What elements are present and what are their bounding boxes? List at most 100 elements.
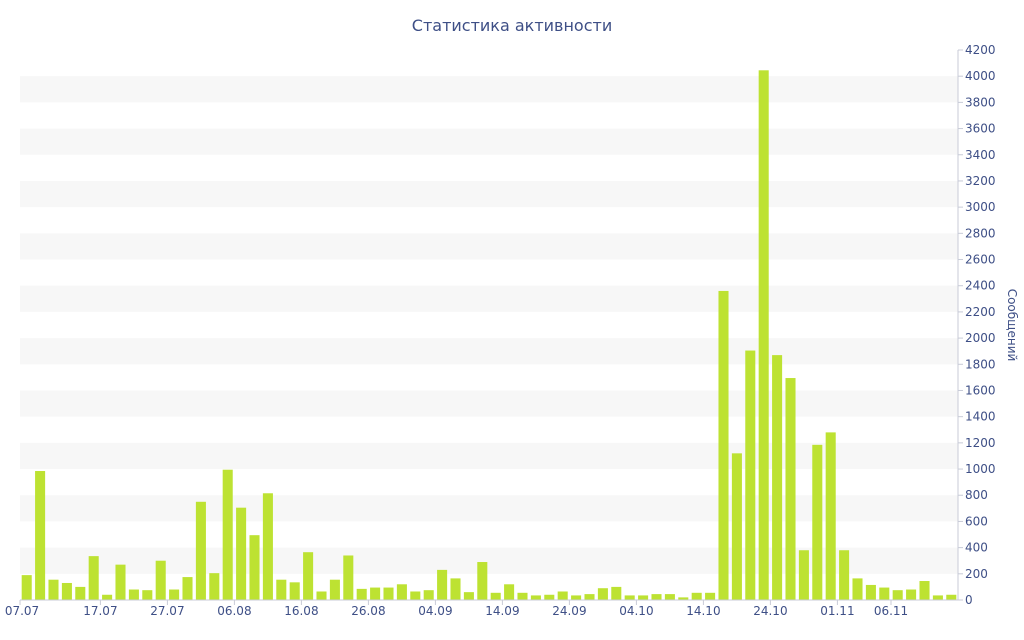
- bar[interactable]: [624, 595, 635, 600]
- bar[interactable]: [785, 378, 796, 600]
- bar[interactable]: [812, 444, 823, 600]
- y-tick-label: 3800: [965, 95, 996, 109]
- bar[interactable]: [678, 597, 689, 600]
- bar[interactable]: [758, 70, 769, 601]
- bar[interactable]: [584, 594, 595, 600]
- x-tick-label: 07.07: [5, 604, 39, 618]
- bar[interactable]: [423, 590, 434, 600]
- bar[interactable]: [182, 577, 193, 600]
- grid-band: [20, 442, 958, 470]
- bar[interactable]: [691, 592, 702, 600]
- bar[interactable]: [61, 582, 72, 600]
- bar[interactable]: [705, 592, 716, 600]
- bar[interactable]: [155, 560, 166, 600]
- bar[interactable]: [356, 588, 367, 600]
- bar[interactable]: [276, 579, 287, 600]
- bar[interactable]: [839, 550, 850, 600]
- bar[interactable]: [169, 589, 180, 600]
- bar[interactable]: [718, 290, 729, 600]
- bar[interactable]: [115, 564, 126, 600]
- bar[interactable]: [932, 595, 943, 600]
- bar[interactable]: [946, 594, 957, 600]
- bar[interactable]: [410, 591, 421, 600]
- x-tick-label: 17.07: [83, 604, 117, 618]
- bar[interactable]: [825, 432, 836, 600]
- grid-band: [20, 390, 958, 417]
- bar[interactable]: [142, 590, 153, 600]
- y-tick-label: 2400: [965, 279, 996, 293]
- bar[interactable]: [731, 453, 742, 600]
- bar[interactable]: [745, 350, 756, 600]
- bar[interactable]: [530, 595, 541, 600]
- bar[interactable]: [329, 579, 340, 600]
- y-tick-label: 400: [965, 541, 988, 555]
- bar[interactable]: [798, 550, 809, 600]
- bar[interactable]: [517, 592, 528, 600]
- bar[interactable]: [879, 587, 890, 600]
- bar[interactable]: [396, 584, 407, 600]
- grid-band: [20, 495, 958, 522]
- bar[interactable]: [664, 594, 675, 600]
- bar[interactable]: [48, 579, 59, 600]
- bar[interactable]: [21, 575, 32, 600]
- bar[interactable]: [638, 595, 649, 600]
- bar[interactable]: [316, 591, 327, 600]
- y-tick-label: 2000: [965, 331, 996, 345]
- bar[interactable]: [88, 556, 99, 600]
- y-tick-label: 3400: [965, 148, 996, 162]
- x-tick-label: 04.10: [619, 604, 653, 618]
- grid-band: [20, 338, 958, 365]
- y-axis-ticks: 0 200 400 600 800 1000 1200 1400 1600 1800 2000 220…: [958, 43, 996, 607]
- x-tick-label: 26.08: [351, 604, 385, 618]
- bar[interactable]: [852, 578, 863, 600]
- x-tick-label: 24.10: [753, 604, 787, 618]
- bar[interactable]: [289, 582, 300, 600]
- bar[interactable]: [477, 562, 488, 600]
- grid-bands: [20, 76, 958, 574]
- bar[interactable]: [450, 578, 461, 600]
- x-tick-label: 14.10: [686, 604, 720, 618]
- bar[interactable]: [651, 594, 662, 600]
- bar[interactable]: [303, 552, 314, 600]
- bar[interactable]: [262, 493, 273, 600]
- bar[interactable]: [772, 355, 783, 600]
- bar[interactable]: [35, 471, 46, 600]
- bar[interactable]: [490, 592, 501, 600]
- bar[interactable]: [504, 584, 515, 600]
- bar[interactable]: [236, 507, 247, 600]
- bar[interactable]: [611, 586, 622, 600]
- y-tick-label: 4000: [965, 69, 996, 83]
- bar[interactable]: [557, 591, 568, 600]
- grid-band: [20, 76, 958, 103]
- grid-band: [20, 233, 958, 260]
- y-tick-label: 4200: [965, 43, 996, 57]
- y-tick-label: 200: [965, 567, 988, 581]
- bar[interactable]: [906, 589, 917, 600]
- bar[interactable]: [437, 569, 448, 600]
- grid-band: [20, 285, 958, 312]
- bar[interactable]: [370, 587, 381, 600]
- x-tick-label: 01.11: [820, 604, 854, 618]
- bar[interactable]: [571, 595, 582, 600]
- y-tick-label: 2200: [965, 305, 996, 319]
- bar[interactable]: [463, 592, 474, 600]
- x-tick-label: 06.08: [217, 604, 251, 618]
- bar[interactable]: [865, 584, 876, 600]
- bar[interactable]: [209, 573, 220, 600]
- bar[interactable]: [343, 555, 354, 600]
- bar[interactable]: [222, 469, 233, 600]
- bar[interactable]: [597, 588, 608, 600]
- bar[interactable]: [102, 594, 113, 600]
- bar[interactable]: [919, 581, 930, 600]
- bar[interactable]: [75, 586, 86, 600]
- chart-title: Статистика активности: [412, 16, 612, 35]
- bar[interactable]: [544, 594, 555, 600]
- bar[interactable]: [128, 589, 139, 600]
- bar[interactable]: [249, 535, 260, 600]
- bar[interactable]: [195, 501, 206, 600]
- x-axis-ticks: 07.07 17.07 27.07 06.08 16.08 26.08 04.09 14.09…: [5, 600, 908, 618]
- bar[interactable]: [892, 590, 903, 600]
- bar[interactable]: [383, 587, 394, 600]
- y-tick-label: 3200: [965, 174, 996, 188]
